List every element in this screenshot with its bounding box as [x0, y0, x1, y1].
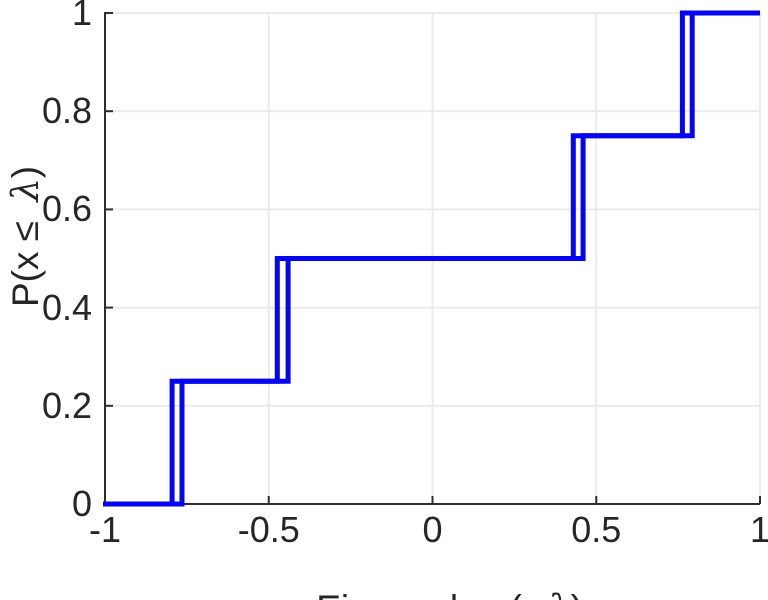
ecdf-curve-2: [103, 10, 760, 507]
x-tick-label: -1: [88, 509, 122, 550]
y-axis-label-close-paren: ): [4, 165, 46, 179]
y-tick-label: 0: [71, 483, 92, 524]
x-axis-lambda-symbol: λ: [547, 587, 570, 600]
y-tick-label: 0.8: [41, 90, 92, 132]
y-tick-label: 0.4: [41, 286, 92, 328]
y-axis-label-text: P(x ≤: [4, 210, 46, 308]
x-tick-label: -0.5: [237, 509, 300, 550]
x-tick-label: 0: [422, 509, 443, 550]
x-axis-label: Eigenvalue ( λ): [275, 548, 583, 600]
x-axis-label-text: Eigenvalue (: [316, 588, 532, 600]
y-tick-label: 1: [71, 0, 92, 33]
x-axis-label-close-paren: ): [571, 588, 583, 600]
y-tick-label: 0.2: [41, 384, 92, 426]
x-tick-label: 0.5: [571, 509, 622, 550]
x-tick-label: 1: [749, 509, 768, 550]
y-axis-label: P(x ≤ λ): [0, 166, 87, 348]
y-axis-lambda-symbol: λ: [3, 178, 47, 202]
y-tick-label: 0.6: [41, 188, 92, 230]
